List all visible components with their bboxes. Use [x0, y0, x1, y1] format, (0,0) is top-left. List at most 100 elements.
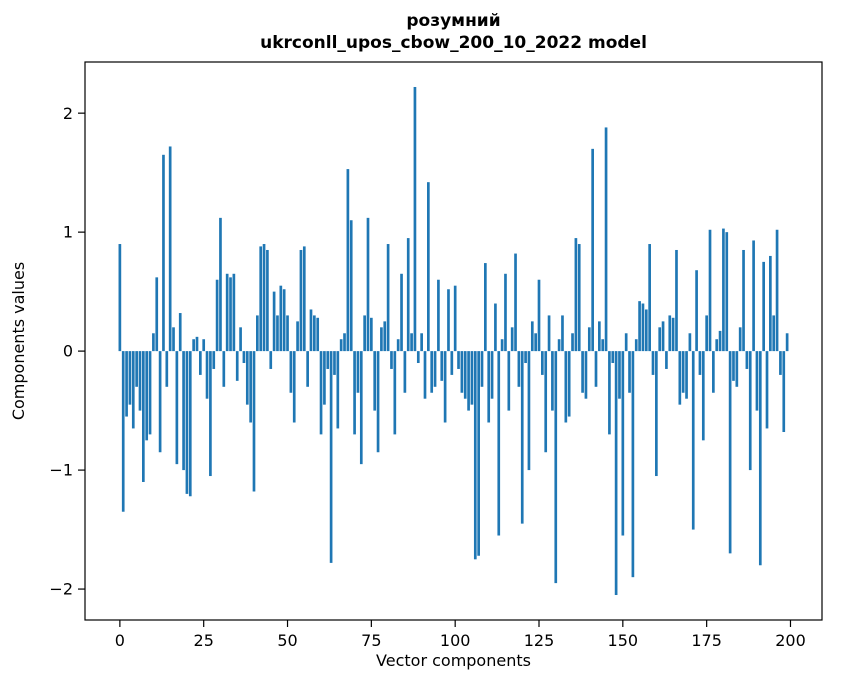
bar	[172, 327, 175, 352]
bar	[755, 351, 759, 411]
bar	[624, 333, 628, 352]
bar	[272, 291, 276, 352]
bar	[178, 313, 182, 352]
x-tick-label: 200	[775, 631, 806, 650]
bar	[430, 351, 434, 393]
bar	[192, 339, 195, 352]
bar	[386, 244, 390, 352]
bar	[658, 327, 662, 352]
bar	[289, 351, 293, 393]
bar	[148, 351, 152, 435]
bar	[507, 351, 511, 411]
bar	[762, 261, 765, 352]
bar	[168, 146, 172, 352]
x-tick-label: 150	[608, 631, 639, 650]
bar	[356, 351, 360, 393]
bar	[256, 315, 259, 352]
bar	[490, 351, 494, 399]
bar	[333, 351, 336, 375]
bar	[685, 351, 688, 399]
bar	[245, 351, 249, 405]
bar	[591, 148, 594, 352]
bar	[571, 333, 574, 352]
bar	[745, 351, 749, 369]
bar	[209, 351, 212, 477]
bar	[212, 351, 216, 369]
bar	[725, 232, 729, 352]
bar	[648, 244, 651, 352]
bar	[544, 351, 548, 453]
plot-border	[84, 61, 823, 621]
bar	[500, 339, 504, 352]
bar	[601, 339, 605, 352]
bar	[413, 86, 417, 352]
bar	[222, 351, 226, 387]
x-tick-label: 100	[440, 631, 471, 650]
bar	[484, 263, 487, 352]
bar	[121, 351, 125, 512]
bar	[665, 351, 668, 369]
bar	[494, 303, 497, 352]
bar	[460, 351, 464, 393]
y-tick-label: −1	[49, 461, 73, 480]
bar	[323, 351, 326, 405]
bar	[758, 351, 762, 566]
bar	[406, 238, 410, 352]
bar	[433, 351, 437, 387]
bar	[346, 169, 350, 352]
bar	[779, 351, 782, 375]
bar	[775, 229, 779, 352]
bar	[343, 333, 346, 352]
bar	[520, 351, 524, 524]
chart-title-line1: розумний	[406, 11, 500, 31]
bar	[259, 246, 263, 352]
bar	[142, 351, 145, 482]
x-tick-label: 0	[115, 631, 125, 650]
bar	[661, 321, 665, 352]
bar	[195, 336, 199, 352]
bar	[205, 351, 209, 399]
bar	[376, 351, 380, 453]
bar	[577, 244, 581, 352]
y-axis-label: Components values	[9, 262, 28, 420]
x-tick-label: 125	[524, 631, 555, 650]
bar	[292, 351, 296, 423]
bar	[175, 351, 179, 465]
x-tick-label: 75	[361, 631, 381, 650]
bar	[504, 273, 507, 352]
bar	[722, 228, 725, 352]
bar	[366, 217, 370, 352]
bar	[239, 327, 242, 352]
bar	[329, 351, 333, 563]
bar	[671, 317, 675, 352]
bar	[594, 351, 598, 387]
bar	[517, 351, 521, 387]
bar	[269, 351, 273, 369]
bar	[655, 351, 658, 477]
x-axis-label: Vector components	[376, 651, 531, 670]
bar	[380, 327, 383, 352]
bar	[393, 351, 397, 435]
bar	[695, 270, 698, 352]
bar	[135, 351, 138, 387]
bar	[681, 351, 685, 393]
bar	[353, 351, 356, 435]
bar	[641, 303, 645, 352]
bar	[564, 351, 568, 423]
bar	[567, 351, 571, 417]
bar	[675, 249, 678, 352]
bar	[118, 244, 122, 352]
bar	[785, 333, 789, 352]
bar	[530, 321, 534, 352]
bar	[638, 301, 641, 352]
bar	[235, 351, 239, 381]
bar	[373, 351, 377, 411]
bar	[359, 351, 363, 465]
bar	[668, 315, 672, 352]
bar	[420, 333, 423, 352]
bar	[326, 351, 330, 369]
bars-group	[118, 86, 789, 596]
bar	[450, 351, 454, 375]
bar	[215, 279, 219, 352]
bar	[249, 351, 252, 423]
